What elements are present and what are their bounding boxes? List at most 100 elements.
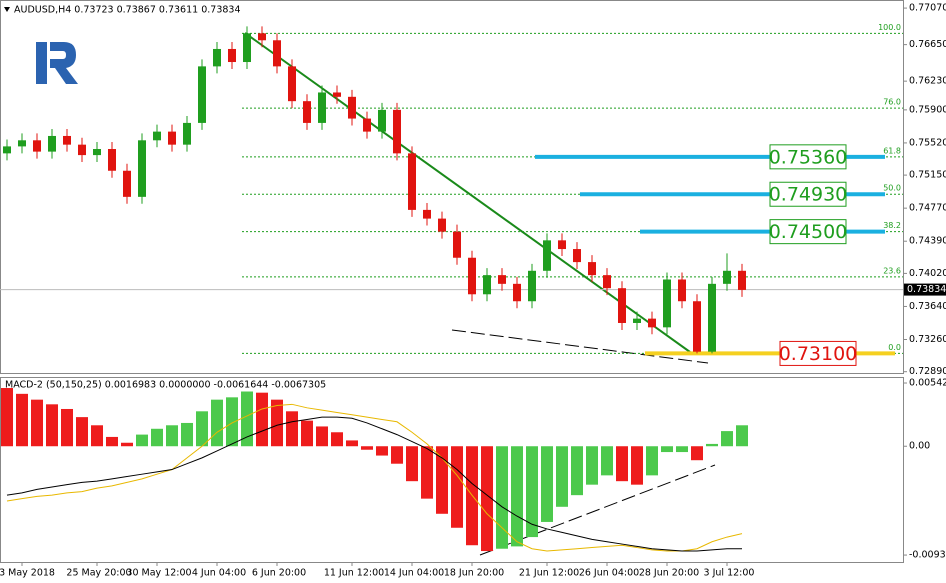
fib-ratio: 50.0 [883, 184, 901, 193]
fib-ratio: 61.8 [883, 146, 901, 155]
symbol-menu[interactable] [4, 7, 10, 12]
macd-bar [61, 408, 73, 447]
candle-body [213, 48, 221, 67]
macd-bar [391, 446, 403, 464]
macd-bar [331, 432, 343, 447]
x-tick-label: 28 Jun 20:00 [639, 568, 699, 579]
candle-body [678, 279, 686, 302]
x-tick-label: 14 Jun 04:00 [384, 568, 444, 579]
candle-body [78, 144, 86, 156]
candle-body [123, 170, 131, 197]
macd-bar [721, 431, 733, 447]
candle-body [288, 66, 296, 102]
macd-bar [706, 443, 718, 447]
macd-bar [121, 442, 133, 447]
y-tick-label: -0.009344 [909, 550, 946, 561]
candle-body [453, 231, 461, 258]
candle-body [303, 101, 311, 123]
fib-ratio: 100.0 [878, 23, 901, 32]
y-tick-label: 0.74020 [909, 268, 946, 279]
price-box-label: 0.74930 [769, 184, 848, 206]
macd-bar [556, 446, 568, 507]
candle-body [3, 146, 11, 154]
candle-body [738, 270, 746, 290]
macd-bar [541, 446, 553, 522]
macd-bar [511, 446, 523, 547]
candle-body [588, 262, 596, 276]
macd-bar [1, 388, 13, 447]
macd-bar [586, 446, 598, 485]
macd-bar [646, 446, 658, 476]
macd-bar [526, 446, 538, 538]
macd-bar [676, 446, 688, 453]
y-tick-label: 0.005429 [909, 378, 946, 389]
candle-body [363, 118, 371, 132]
fib-ratio: 23.6 [883, 266, 901, 275]
candle-body [483, 275, 491, 295]
macd-bar [46, 404, 58, 447]
macd-bar [151, 428, 163, 447]
candle-body [423, 209, 431, 219]
candle-body [513, 283, 521, 302]
current-price-tag [904, 283, 946, 296]
fib-ratio: 0.0 [888, 343, 901, 352]
price-box-label: 0.75360 [769, 146, 848, 168]
macd-bar [436, 446, 448, 514]
y-tick-label: 0.72890 [909, 366, 946, 377]
candle-body [498, 275, 506, 284]
macd-bar [166, 425, 178, 447]
macd-line [6, 416, 742, 552]
macd-bar [211, 399, 223, 447]
chart-title: AUDUSD,H4 0.73723 0.73867 0.73611 0.7383… [14, 5, 241, 16]
price-box [769, 181, 847, 207]
candle-body [618, 288, 626, 323]
macd-bar [271, 399, 283, 447]
x-tick-label: 18 Jun 20:00 [444, 568, 504, 579]
logo-stem [36, 42, 47, 84]
main-panel [0, 0, 904, 374]
candle-body [108, 149, 116, 171]
y-tick-label: 0.74770 [909, 203, 946, 214]
y-tick-label: 0.75900 [909, 104, 946, 115]
y-tick-label: 0.74390 [909, 236, 946, 247]
candle-body [633, 318, 641, 323]
macd-bar [376, 446, 388, 456]
candle-body [528, 270, 536, 302]
macd-bar [31, 399, 43, 447]
candle-body [273, 40, 281, 67]
candle-body [93, 149, 101, 156]
x-tick-label: 25 May 20:00 [66, 568, 131, 579]
candle-body [468, 257, 476, 295]
price-box-label: 0.73100 [779, 343, 858, 365]
macd-bar [736, 425, 748, 447]
fib-ratio: 76.0 [883, 98, 901, 107]
x-tick-label: 30 May 12:00 [126, 568, 191, 579]
x-tick-label: 6 Jun 20:00 [252, 568, 306, 579]
price-box-label: 0.74500 [769, 221, 848, 243]
macd-bar [691, 446, 703, 461]
candle-body [693, 301, 701, 352]
y-tick-label: 0.73640 [909, 301, 946, 312]
macd-bar [616, 446, 628, 482]
x-tick-label: 4 Jun 04:00 [192, 568, 246, 579]
candle-body [603, 275, 611, 289]
candle-body [708, 283, 716, 352]
y-tick-label: 0.77070 [909, 3, 946, 14]
macd-bar [241, 391, 253, 447]
y-tick-label: 0.76650 [909, 39, 946, 50]
y-tick-label: 0.00 [909, 441, 930, 452]
candle-body [168, 131, 176, 145]
candle-body [63, 135, 71, 145]
candle-body [243, 33, 251, 63]
candle-body [573, 249, 581, 263]
candle-body [663, 279, 671, 328]
fib-ratio: 38.2 [883, 221, 901, 230]
y-tick-label: 0.73260 [909, 334, 946, 345]
macd-bar [496, 446, 508, 549]
candle-body [543, 240, 551, 271]
candle-body [378, 109, 386, 132]
macd-bar [601, 446, 613, 476]
macd-bar [91, 425, 103, 447]
candle-body [198, 66, 206, 123]
